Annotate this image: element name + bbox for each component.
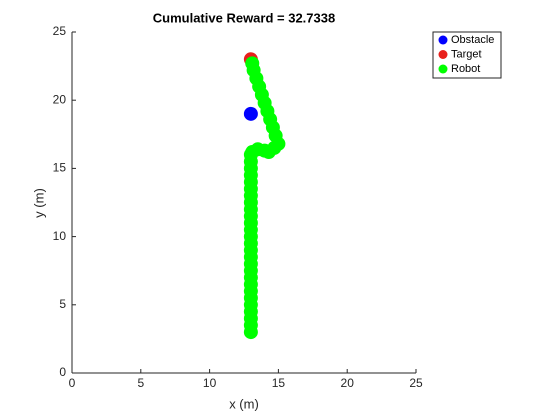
legend-label: Target [451,48,482,60]
x-tick-label: 20 [341,376,355,390]
marker [243,106,258,121]
x-tick-label: 10 [203,376,217,390]
x-tick-label: 15 [272,376,286,390]
y-tick-label: 25 [53,24,67,38]
legend-marker [438,64,448,74]
x-axis-label: x (m) [229,396,259,411]
legend-marker [438,35,448,45]
x-tick-label: 5 [137,376,144,390]
y-tick-label: 5 [59,297,66,311]
chart-title: Cumulative Reward = 32.7338 [153,10,335,25]
legend-marker [438,50,448,59]
x-tick-label: 25 [409,376,423,390]
y-tick-label: 20 [53,92,67,106]
y-tick-label: 15 [53,161,67,175]
y-tick-label: 0 [59,365,66,379]
y-tick-label: 10 [53,229,67,243]
y-axis-label: y (m) [31,188,46,218]
x-tick-label: 0 [69,376,76,390]
legend-label: Robot [451,63,480,75]
marker [245,56,260,71]
legend-label: Obstacle [451,34,494,46]
